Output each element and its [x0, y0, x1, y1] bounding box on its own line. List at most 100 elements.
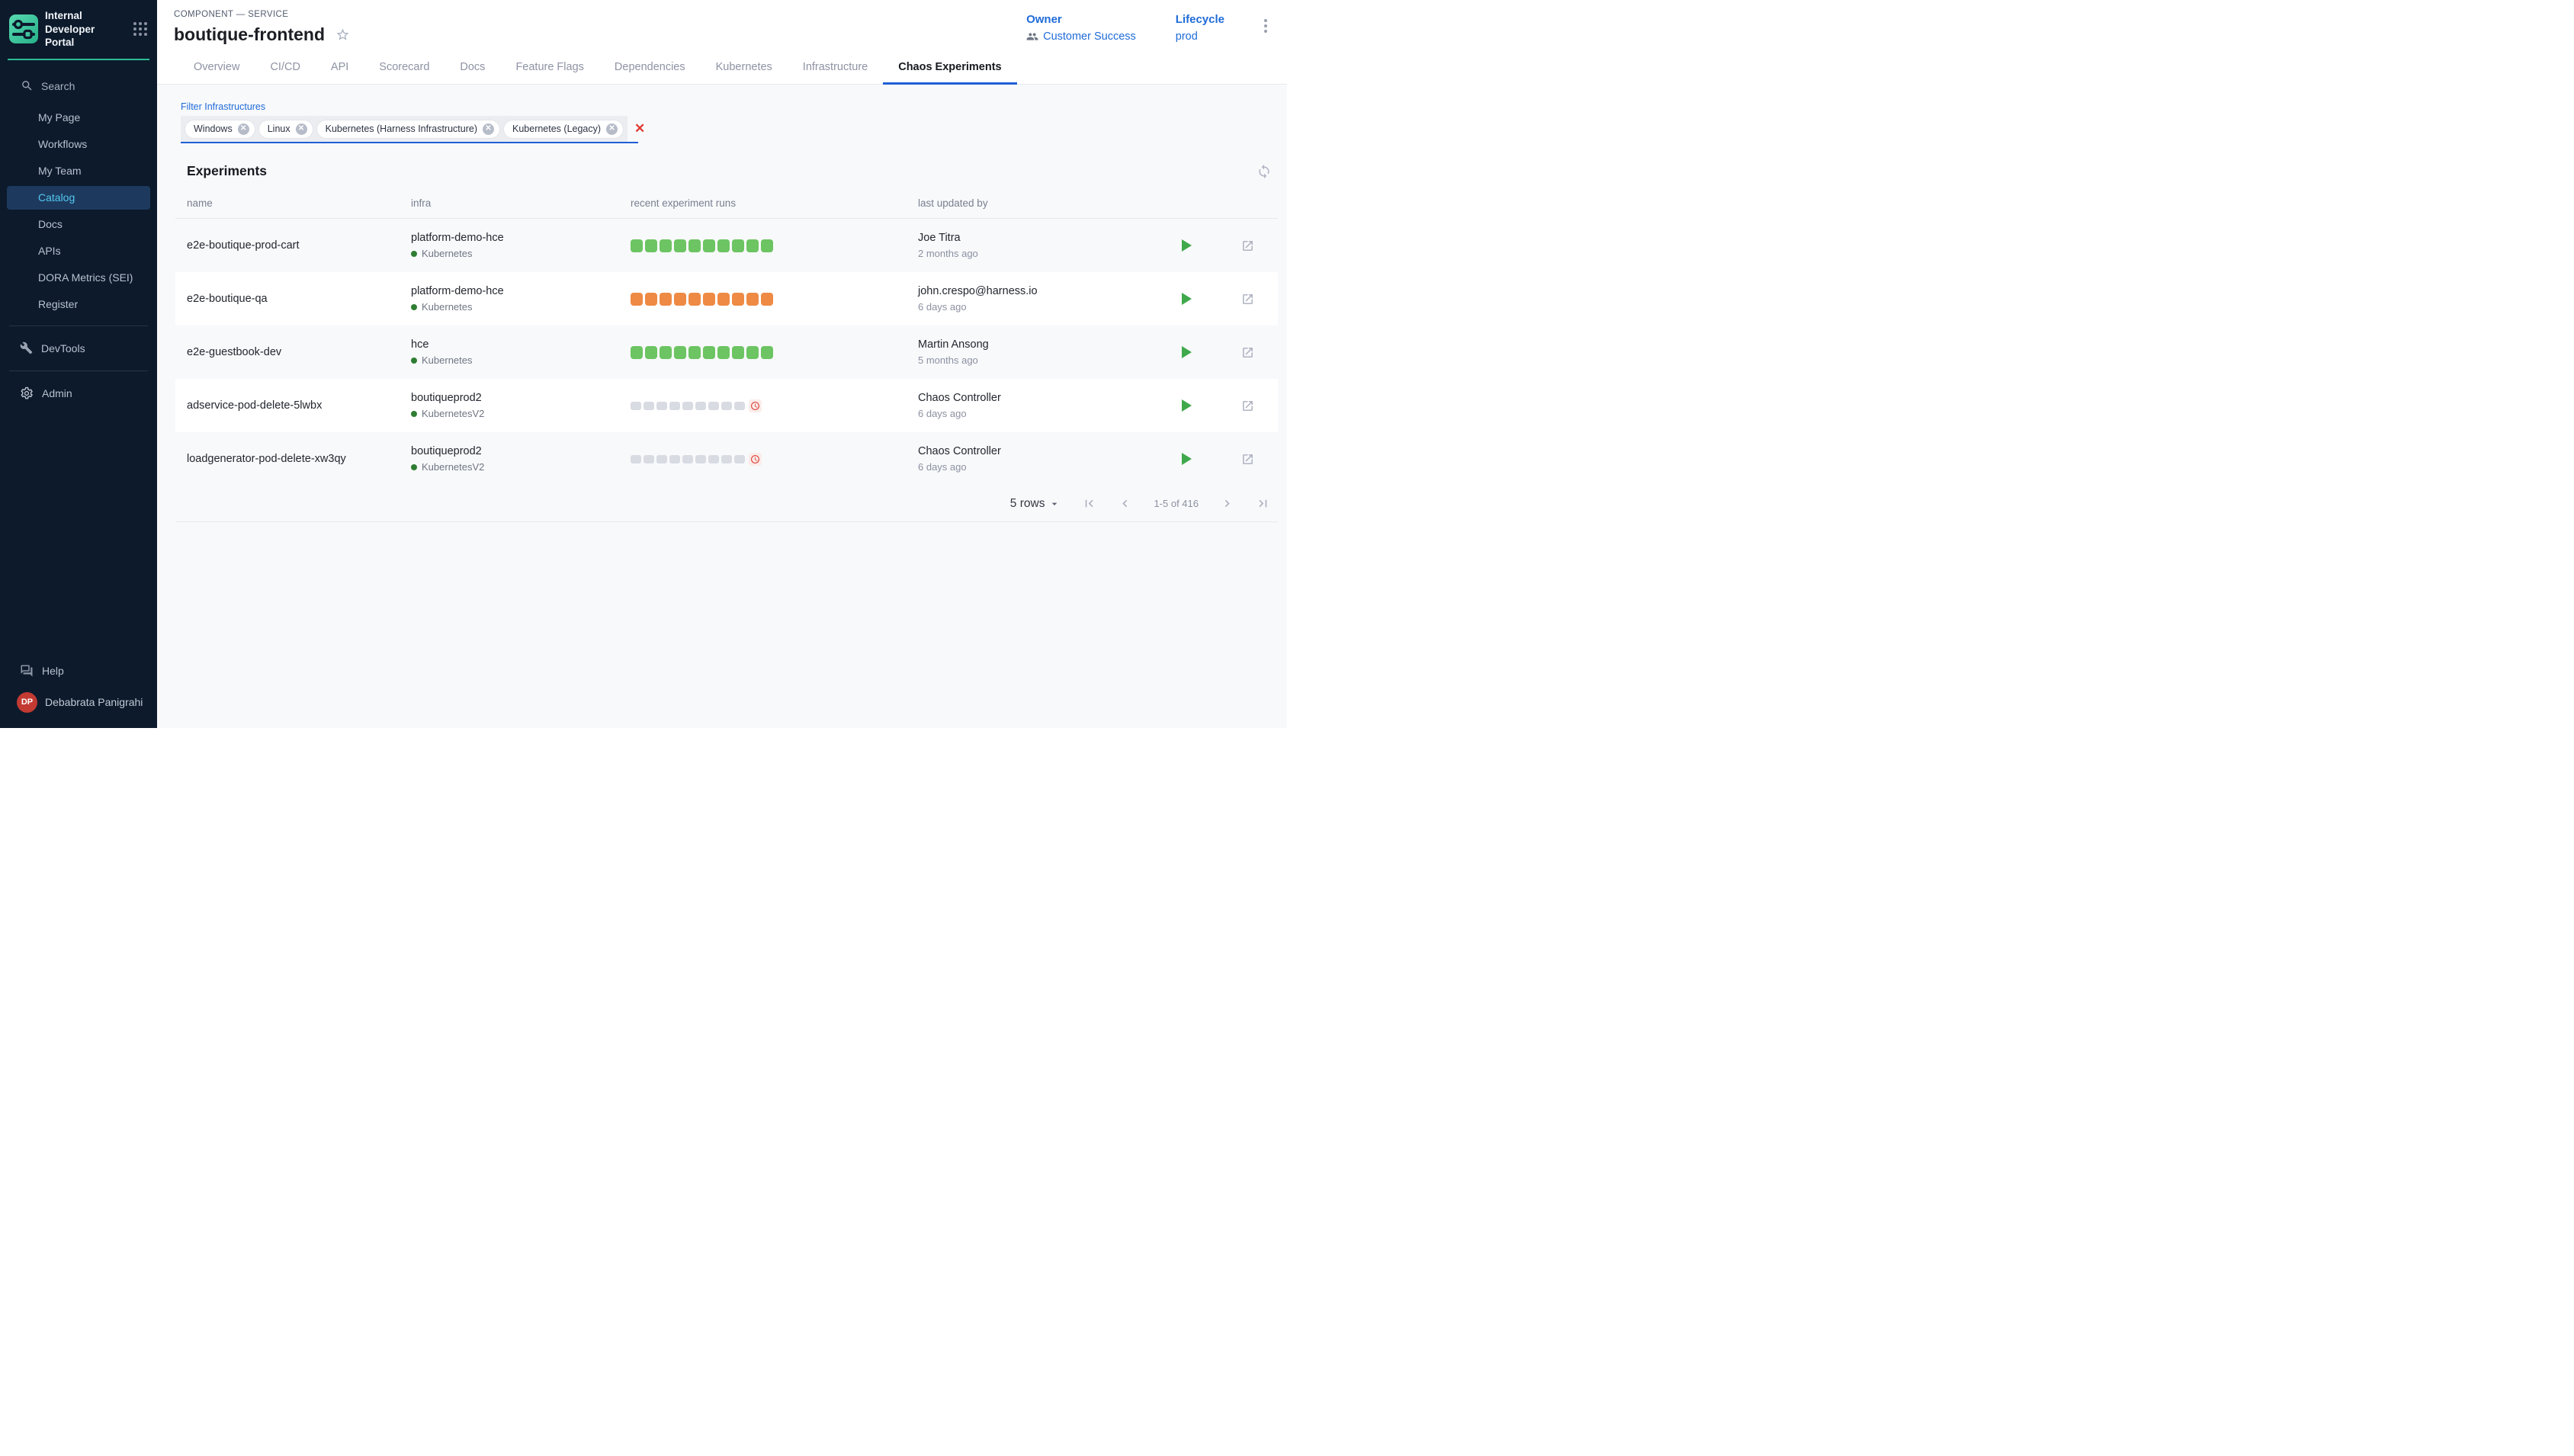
run-status-square: [734, 402, 745, 410]
open-in-new-icon[interactable]: [1241, 346, 1254, 359]
infra-cell: boutiqueprod2KubernetesV2: [400, 392, 619, 419]
run-experiment-play-button[interactable]: [1182, 293, 1192, 305]
open-in-new-icon[interactable]: [1241, 453, 1254, 466]
column-header: recent experiment runs: [619, 197, 907, 209]
owner-link[interactable]: Customer Success: [1026, 30, 1136, 43]
updated-at: 6 days ago: [918, 408, 1156, 419]
open-experiment-cell: [1217, 293, 1278, 306]
filter-chip[interactable]: Windows✕: [185, 120, 255, 138]
chevron-down-icon: [1048, 498, 1061, 510]
run-status-square: [674, 293, 686, 306]
status-dot: [411, 304, 417, 310]
user-name: Debabrata Panigrahi: [45, 696, 143, 708]
svg-text:?: ?: [24, 666, 27, 672]
filter-label[interactable]: Filter Infrastructures: [181, 101, 265, 112]
run-status-square: [631, 455, 641, 463]
first-page-icon[interactable]: [1082, 496, 1096, 511]
experiments-section: Experiments nameinfrarecent experiment r…: [175, 163, 1278, 522]
tab-overview[interactable]: Overview: [178, 51, 255, 84]
infra-name: platform-demo-hce: [411, 232, 619, 244]
wrench-icon: [20, 342, 33, 354]
refresh-icon[interactable]: [1257, 164, 1272, 179]
run-status-square: [644, 402, 654, 410]
run-experiment-play-button[interactable]: [1182, 399, 1192, 412]
tab-scorecard[interactable]: Scorecard: [364, 51, 445, 84]
run-status-square: [703, 346, 715, 359]
sidebar-item-docs[interactable]: Docs: [0, 211, 157, 238]
table-row[interactable]: e2e-boutique-qaplatform-demo-hceKubernet…: [175, 272, 1278, 326]
tab-ci-cd[interactable]: CI/CD: [255, 51, 315, 84]
user-menu[interactable]: DP Debabrata Panigrahi: [0, 685, 157, 719]
tab-infrastructure[interactable]: Infrastructure: [788, 51, 883, 84]
filter-chip[interactable]: Kubernetes (Legacy)✕: [504, 120, 623, 138]
more-options-kebab-icon[interactable]: [1260, 13, 1272, 39]
tab-dependencies[interactable]: Dependencies: [599, 51, 701, 84]
run-experiment-play-button[interactable]: [1182, 453, 1192, 465]
run-experiment-play-button[interactable]: [1182, 346, 1192, 358]
clear-filters-icon[interactable]: ✕: [627, 121, 652, 136]
run-status-square: [721, 402, 732, 410]
last-updated-cell: Chaos Controller6 days ago: [907, 392, 1156, 419]
open-in-new-icon[interactable]: [1241, 293, 1254, 306]
table-row[interactable]: loadgenerator-pod-delete-xw3qyboutiquepr…: [175, 432, 1278, 486]
overdue-clock-icon: [749, 399, 762, 412]
filter-input[interactable]: Windows✕Linux✕Kubernetes (Harness Infras…: [181, 116, 638, 143]
run-status-square: [734, 455, 745, 463]
sidebar-search[interactable]: Search: [0, 71, 157, 101]
remove-chip-icon[interactable]: ✕: [238, 123, 249, 135]
remove-chip-icon[interactable]: ✕: [296, 123, 307, 135]
experiment-name: e2e-guestbook-dev: [175, 346, 400, 358]
owner-value: Customer Success: [1043, 30, 1136, 43]
app-switcher-icon[interactable]: [133, 21, 148, 37]
remove-chip-icon[interactable]: ✕: [483, 123, 494, 135]
infra-name: boutiqueprod2: [411, 392, 619, 404]
run-status-square: [695, 402, 706, 410]
sidebar-item-help[interactable]: ? Help: [0, 656, 157, 685]
open-in-new-icon[interactable]: [1241, 399, 1254, 412]
remove-chip-icon[interactable]: ✕: [606, 123, 618, 135]
run-status-square: [645, 346, 657, 359]
infra-type-label: Kubernetes: [422, 301, 473, 313]
tab-api[interactable]: API: [316, 51, 364, 84]
tab-chaos-experiments[interactable]: Chaos Experiments: [883, 51, 1016, 84]
sidebar-item-my-page[interactable]: My Page: [0, 104, 157, 131]
infra-type: Kubernetes: [411, 301, 619, 313]
favorite-star-icon[interactable]: [335, 27, 350, 42]
infrastructure-filter: Filter Infrastructures Windows✕Linux✕Kub…: [181, 100, 1287, 143]
sidebar-accent-divider: [8, 59, 149, 60]
tab-feature-flags[interactable]: Feature Flags: [500, 51, 599, 84]
tab-docs[interactable]: Docs: [445, 51, 500, 84]
sidebar-item-register[interactable]: Register: [0, 291, 157, 318]
rows-per-page-select[interactable]: 5 rows: [1010, 497, 1061, 511]
next-page-icon[interactable]: [1220, 496, 1234, 511]
table-row[interactable]: adservice-pod-delete-5lwbxboutiqueprod2K…: [175, 379, 1278, 432]
sidebar-item-my-team[interactable]: My Team: [0, 158, 157, 184]
filter-chip[interactable]: Kubernetes (Harness Infrastructure)✕: [317, 120, 499, 138]
portal-title: Internal Developer Portal: [45, 9, 126, 50]
entity-tabs: OverviewCI/CDAPIScorecardDocsFeature Fla…: [157, 51, 1287, 85]
open-in-new-icon[interactable]: [1241, 239, 1254, 252]
sidebar-logo-row[interactable]: Internal Developer Portal: [0, 0, 157, 56]
table-row[interactable]: e2e-boutique-prod-cartplatform-demo-hceK…: [175, 219, 1278, 272]
run-status-square: [732, 293, 744, 306]
run-status-square: [656, 455, 667, 463]
search-icon: [21, 79, 34, 92]
updated-by: Joe Titra: [918, 232, 1156, 244]
previous-page-icon[interactable]: [1118, 496, 1132, 511]
tab-kubernetes[interactable]: Kubernetes: [701, 51, 788, 84]
sidebar-item-workflows[interactable]: Workflows: [0, 131, 157, 158]
sidebar-item-admin[interactable]: Admin: [0, 379, 157, 408]
last-page-icon[interactable]: [1256, 496, 1270, 511]
sidebar-item-apis[interactable]: APIs: [0, 238, 157, 265]
run-experiment-cell: [1156, 453, 1217, 465]
run-experiment-play-button[interactable]: [1182, 239, 1192, 252]
sidebar-item-catalog[interactable]: Catalog: [7, 186, 150, 210]
filter-chip[interactable]: Linux✕: [259, 120, 313, 138]
sidebar-item-dora-metrics-sei[interactable]: DORA Metrics (SEI): [0, 265, 157, 291]
infra-cell: platform-demo-hceKubernetes: [400, 232, 619, 259]
open-experiment-cell: [1217, 346, 1278, 359]
run-status-square: [674, 346, 686, 359]
table-row[interactable]: e2e-guestbook-devhceKubernetesMartin Ans…: [175, 326, 1278, 379]
recent-runs: [619, 239, 907, 252]
sidebar-item-devtools[interactable]: DevTools: [0, 334, 157, 363]
